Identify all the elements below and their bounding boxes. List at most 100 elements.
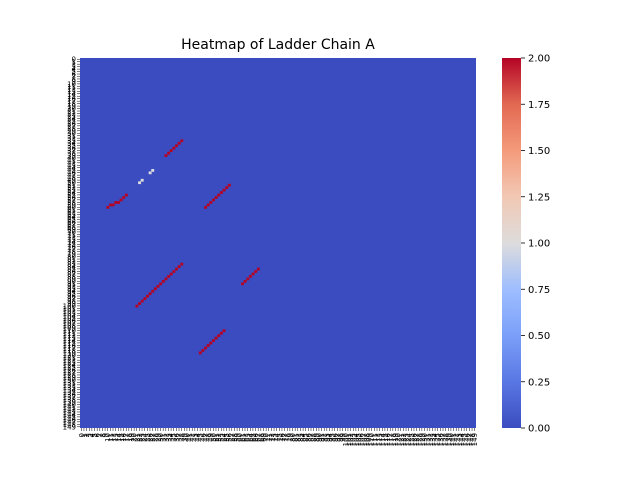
y-tick-label: 28 [67, 125, 76, 133]
y-tick-label: 115 [63, 339, 76, 347]
x-tick-label: 110 [368, 433, 376, 446]
x-tick-label: 33 [165, 433, 173, 442]
y-tick-label: 66 [67, 219, 76, 227]
y-tick-label: 56 [67, 194, 76, 202]
heatmap-cell [219, 191, 223, 194]
y-tick-label: 51 [67, 182, 76, 190]
y-tick-label: 97 [67, 295, 76, 303]
y-tick-label: 94 [67, 288, 76, 296]
x-tick-label: 21 [133, 433, 141, 442]
y-tick-label: 129 [63, 374, 76, 382]
x-tick-label: 122 [400, 433, 408, 446]
x-tick-label: 26 [146, 432, 154, 441]
x-tick-label: 143 [455, 433, 463, 446]
x-tick-label: 25 [144, 433, 152, 442]
heatmap-cell [161, 280, 165, 283]
heatmap-cell [172, 270, 176, 273]
y-tick-label: 55 [67, 191, 76, 199]
y-tick-label: 33 [67, 137, 76, 145]
y-tick-label: 147 [63, 418, 76, 426]
y-tick-label: 59 [67, 201, 76, 209]
heatmap-cell [227, 183, 231, 187]
x-tick-label: 127 [413, 433, 421, 446]
heatmap-cell [111, 203, 115, 207]
x-tick-label: 139 [445, 433, 453, 446]
x-tick-label: 52 [215, 433, 223, 442]
y-tick-label: 99 [67, 300, 76, 308]
x-tick-label: 65 [249, 433, 257, 442]
x-tick-label: 9 [102, 433, 110, 437]
y-tick-label: 45 [67, 167, 76, 175]
heatmap-cell [177, 141, 181, 145]
y-tick-label: 119 [63, 349, 76, 357]
heatmap-cell [206, 203, 210, 207]
x-tick-label: 142 [453, 433, 461, 446]
y-tick-label: 133 [63, 384, 76, 392]
y-tick-label: 57 [67, 196, 76, 204]
x-tick-label: 30 [157, 433, 165, 442]
y-tick-label: 5 [72, 68, 76, 76]
heatmap-cell [169, 272, 173, 276]
y-tick-label: 138 [63, 396, 76, 404]
x-tick-label: 120 [395, 433, 403, 446]
y-tick-label: 93 [67, 285, 76, 293]
y-tick-label: 1 [72, 58, 76, 66]
heatmap-cell [209, 341, 213, 345]
x-tick-label: 27 [149, 433, 157, 442]
colorbar-tick-label: 1.25 [528, 192, 550, 203]
y-tick-label: 85 [67, 265, 76, 273]
x-tick-label: 56 [226, 432, 234, 441]
y-tick-label: 122 [63, 357, 76, 365]
y-tick-label: 26 [67, 120, 76, 128]
y-tick-label: 7 [72, 73, 76, 81]
x-tick-label: 113 [376, 433, 384, 446]
x-tick-label: 93 [323, 433, 331, 442]
x-tick-label: 106 [358, 432, 366, 446]
y-tick-label: 44 [67, 164, 76, 172]
x-tick-label: 146 [463, 432, 471, 446]
heatmap-cell [204, 206, 208, 209]
x-tick-label: 15 [117, 433, 125, 442]
x-tick-label: 62 [242, 433, 250, 442]
y-tick-label: 25 [67, 117, 76, 125]
y-tick-label: 101 [63, 305, 76, 313]
x-tick-label: 130 [421, 433, 429, 446]
y-tick-label: 3 [72, 63, 76, 71]
y-tick-label: 46 [67, 169, 76, 177]
x-tick-label: 24 [141, 432, 149, 441]
y-tick-label: 37 [67, 147, 76, 155]
heatmap-cell [109, 203, 112, 207]
heatmap-cell [151, 289, 155, 293]
heatmap-cell [148, 171, 152, 175]
y-tick-label: 83 [67, 260, 76, 268]
heatmap-cell [124, 193, 128, 197]
x-tick-label: 71 [265, 433, 273, 442]
x-tick-label: 70 [263, 433, 271, 442]
x-tick-label: 53 [218, 433, 226, 442]
x-tick-label: 90 [315, 433, 323, 442]
y-tick-label: 125 [63, 364, 76, 372]
heatmap-cell [217, 193, 221, 197]
heatmap-background [80, 58, 476, 428]
x-tick-label: 32 [162, 433, 170, 442]
x-tick-label: 6 [94, 432, 102, 437]
x-tick-label: 111 [371, 433, 379, 446]
y-tick-label: 89 [67, 275, 76, 283]
heatmap-cell [175, 267, 178, 271]
heatmap-cell [225, 186, 229, 190]
x-tick-label: 91 [318, 433, 326, 442]
y-tick-label: 60 [67, 204, 76, 212]
x-tick-label: 23 [139, 433, 147, 442]
x-tick-label: 88 [310, 433, 318, 442]
x-tick-label: 59 [234, 433, 242, 442]
y-tick-label: 126 [63, 367, 77, 375]
y-tick-label: 91 [67, 280, 76, 288]
x-tick-label: 138 [442, 433, 450, 446]
y-tick-label: 19 [67, 103, 76, 111]
x-tick-label: 58 [231, 433, 239, 442]
heatmap-cell [214, 196, 218, 199]
y-tick-label: 113 [63, 334, 76, 342]
x-tick-label: 66 [252, 432, 260, 441]
y-tick-label: 8 [72, 75, 76, 83]
x-tick-label: 18 [125, 433, 133, 442]
